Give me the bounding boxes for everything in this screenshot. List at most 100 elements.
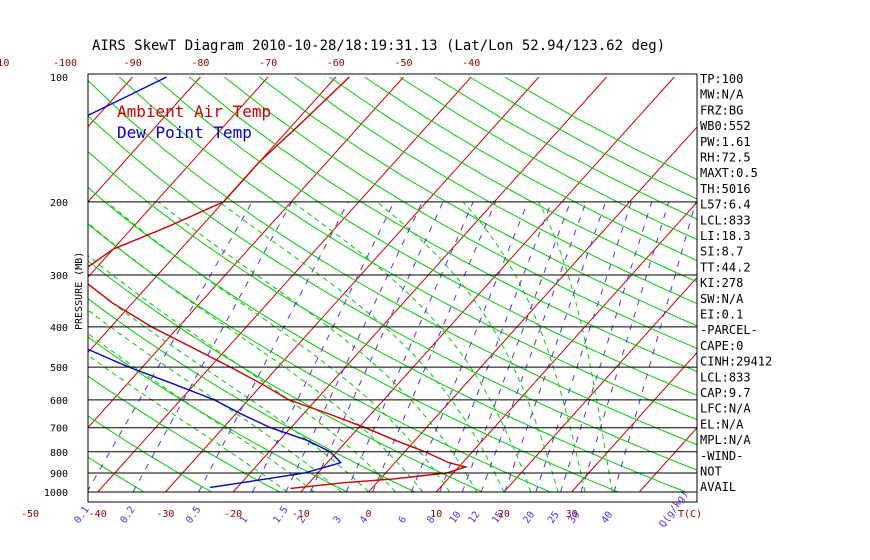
- mixing-ratio-line: [504, 201, 607, 493]
- dry-adiabat: [88, 223, 551, 493]
- index-entry: LCL:833: [700, 213, 751, 227]
- moist-adiabat: [88, 354, 288, 493]
- isotherm: [97, 76, 472, 493]
- index-entry: EL:N/A: [700, 417, 744, 431]
- dry-adiabat: [0, 77, 9, 492]
- dry-adiabat: [259, 76, 697, 327]
- isotherm: [88, 76, 201, 203]
- index-entry: SW:N/A: [700, 292, 744, 306]
- pressure-ticks: 100 200 300 400 500 600 700 800 900 1000: [44, 73, 68, 499]
- dry-adiabat: [88, 79, 697, 446]
- index-entry: KI:278: [700, 276, 743, 290]
- index-entry: TT:44.2: [700, 260, 751, 274]
- mixing-ratio-label: 0.5: [184, 505, 203, 526]
- mixing-ratio-line: [252, 201, 395, 493]
- index-entry: CINH:29412: [700, 355, 772, 369]
- bottom-temp-tick-label: -30: [156, 509, 174, 520]
- dry-adiabat: [88, 260, 483, 493]
- moist-adiabat: [88, 222, 424, 493]
- bottom-temp-tick-label: 10: [430, 509, 442, 520]
- index-entry: EI:0.1: [700, 308, 743, 322]
- index-entry: TP:100: [700, 72, 743, 86]
- bottom-temp-tick-label: -50: [21, 509, 39, 520]
- index-entry: TH:5016: [700, 182, 751, 196]
- top-temp-tick-label: -40: [462, 58, 480, 69]
- dry-adiabat: [88, 336, 348, 493]
- mixing-ratio-line: [580, 201, 670, 493]
- dry-adiabat: [188, 76, 697, 373]
- dry-adiabat: [88, 456, 145, 493]
- mixing-ratio-label: 25: [546, 510, 562, 526]
- pressure-tick-label: 900: [50, 469, 68, 480]
- mixing-ratio-label: 20: [521, 510, 537, 526]
- pressure-tick-label: 600: [50, 396, 68, 407]
- isotherm: [368, 126, 697, 493]
- index-entry: MW:N/A: [700, 88, 744, 102]
- bottom-temp-tick-label: 0: [365, 509, 371, 520]
- mixing-ratio-line: [345, 201, 474, 493]
- mixing-ratio-line: [285, 201, 423, 493]
- index-entry: AVAIL: [700, 480, 736, 494]
- grid-layer: [0, 76, 697, 493]
- moist-adiabat: [106, 201, 451, 493]
- dry-adiabat: [153, 76, 697, 396]
- mixing-ratio-line: [372, 201, 496, 493]
- index-entry: -WIND-: [700, 449, 743, 463]
- mixing-ratio-label: 4: [358, 514, 370, 525]
- isotherm: [88, 76, 269, 278]
- mixing-ratio-labels: 0.1 0.2 0.5 1 1.5 2 3 4 6 8 10 12 15 20 25 30 40: [72, 505, 615, 526]
- dry-adiabat: [88, 151, 686, 493]
- pressure-tick-label: 100: [50, 73, 68, 84]
- pressure-gridlines: [87, 73, 698, 503]
- index-entry: CAP:9.7: [700, 386, 751, 400]
- plot-frame: [87, 73, 698, 503]
- bottom-temp-tick-label: -20: [224, 509, 242, 520]
- top-temp-tick-label: -90: [124, 58, 142, 69]
- mixing-ratio-line: [88, 201, 253, 492]
- temperature-profile-line: [88, 76, 469, 490]
- legend-ambient-air-temp: Ambient Air Temp: [117, 102, 271, 121]
- mixing-ratio-label: 1.5: [271, 505, 290, 526]
- mixing-ratio-line: [535, 201, 632, 493]
- bottom-temp-tick-label: -40: [89, 509, 107, 520]
- mixing-ratio-label: 3: [332, 514, 344, 525]
- mixing-ratio-line: [613, 201, 697, 493]
- index-entry: NOT: [700, 465, 722, 479]
- dry-adiabat: [399, 76, 697, 241]
- index-entry: LFC:N/A: [700, 402, 751, 416]
- stability-indices: TP:100MW:N/AFRZ:BGWB0:552PW:1.61RH:72.5M…: [700, 72, 772, 494]
- pressure-tick-label: 400: [50, 323, 68, 334]
- isotherm: [232, 76, 607, 493]
- mixing-ratio-label: 10: [448, 510, 464, 526]
- moist-adiabat: [88, 332, 315, 493]
- temperature-unit-label: T(C): [678, 509, 702, 520]
- pressure-tick-label: 300: [50, 271, 68, 282]
- index-entry: FRZ:BG: [700, 103, 743, 117]
- index-entry: SI:8.7: [700, 245, 743, 259]
- pressure-tick-label: 700: [50, 424, 68, 435]
- bottom-temp-tick-label: 30: [566, 509, 578, 520]
- pressure-tick-label: 1000: [44, 488, 68, 499]
- bottom-temp-tick-label: -10: [292, 509, 310, 520]
- dry-adiabat: [329, 76, 697, 283]
- top-temp-tick-label: -60: [327, 58, 345, 69]
- mixing-ratio-label: 2: [296, 514, 308, 525]
- mixing-ratio-label: 6: [397, 514, 409, 525]
- index-entry: L57:6.4: [700, 198, 751, 212]
- index-entry: MAXT:0.5: [700, 166, 758, 180]
- bottom-temperature-ticks: -50 -40 -30 -20 -10 0 10 20 30: [21, 509, 578, 520]
- dry-adiabat: [88, 186, 619, 493]
- dry-adiabat: [88, 297, 416, 493]
- isotherm: [165, 76, 540, 493]
- index-entry: MPL:N/A: [700, 433, 751, 447]
- pressure-tick-label: 800: [50, 448, 68, 459]
- moist-adiabat: [376, 201, 559, 493]
- sounding-curves: [88, 76, 469, 490]
- isotherm: [638, 427, 697, 493]
- dry-adiabat: [88, 415, 213, 493]
- mixing-ratio-line: [410, 201, 529, 493]
- isotherm: [300, 76, 675, 493]
- dry-adiabat: [294, 76, 697, 305]
- top-temperature-ticks: -120-110-100-90-80-70-60-50-40: [0, 58, 480, 69]
